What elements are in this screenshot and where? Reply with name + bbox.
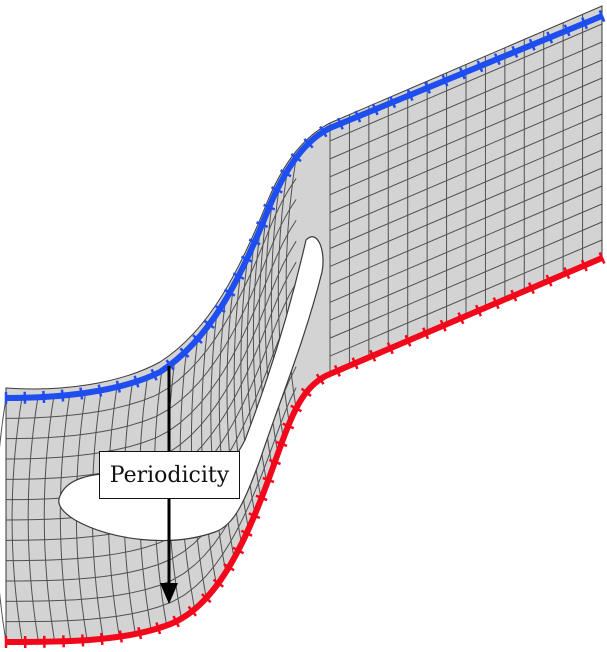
boundary-node-tick [275,440,288,448]
boundary-node-tick [459,67,466,80]
boundary-node-tick [172,615,180,628]
boundary-node-tick [354,110,362,123]
boundary-node-tick [580,259,588,272]
boundary-node-tick [598,251,606,265]
boundary-node-tick [232,546,245,555]
boundary-node-tick [212,578,224,588]
boundary-node-tick [60,389,65,402]
boundary-node-tick [371,103,379,116]
boundary-node-tick [493,53,501,66]
boundary-node-tick [351,357,359,370]
boundary-node-tick [240,255,253,263]
boundary-node-tick [528,38,536,51]
periodicity-label: Periodicity [109,462,230,488]
boundary-node-tick [492,297,500,310]
boundary-node-ticks [4,9,606,649]
boundary-node-tick [97,384,103,397]
boundary-node-tick [441,74,449,87]
boundary-node-tick [315,373,325,385]
boundary-node-tick [165,359,175,371]
boundary-node-tick [290,404,303,413]
boundary-node-tick [422,327,430,340]
boundary-node-tick [187,605,197,617]
boundary-node-tick [115,380,121,393]
boundary-node-tick [270,186,283,194]
boundary-node-tick [389,96,397,109]
boundary-node-tick [214,304,226,314]
boundary-node-tick [545,274,553,287]
periodicity-label-box: Periodicity [99,451,240,499]
boundary-node-tick [279,169,292,178]
boundary-node-tick [179,347,190,358]
boundary-node-tick [133,375,140,388]
boundary-node-tick [248,512,261,520]
boundary-node-tick [118,630,123,643]
boundary-node-tick [268,458,281,466]
boundary-node-tick [457,312,465,325]
boundary-node-tick [81,634,85,647]
boundary-node-tick [439,319,447,332]
boundary-node-tick [511,45,519,58]
mesh-grid-lines [0,6,603,643]
boundary-node-tick [223,288,236,297]
boundary-node-tick [333,364,341,377]
boundary-node-tick [240,529,253,537]
boundary-node-tick [581,17,588,30]
boundary-node-tick [255,494,268,502]
boundary-node-tick [263,203,276,211]
boundary-node-tick [404,334,412,347]
boundary-node-tick [386,342,394,355]
boundary-node-tick [232,272,245,280]
boundary-node-tick [546,31,554,44]
boundary-node-tick [99,632,104,645]
boundary-node-tick [262,476,275,484]
boundary-node-tick [424,81,432,94]
boundary-node-tick [563,267,571,280]
boundary-node-tick [290,152,302,163]
boundary-node-tick [527,282,535,295]
boundary-node-tick [256,221,269,229]
boundary-node-tick [475,304,483,317]
boundary-node-tick [203,319,215,329]
boundary-node-tick [282,422,295,430]
boundary-node-tick [192,334,203,345]
boundary-node-tick [42,390,46,404]
boundary-node-tick [510,289,518,302]
periodicity-arrow-head [160,583,178,604]
boundary-node-tick [406,88,414,102]
boundary-node-tick [155,622,162,635]
boundary-node-tick [201,593,212,604]
boundary-node-tick [476,60,484,73]
upper-periodic-boundary [5,13,604,401]
boundary-node-tick [137,626,143,640]
boundary-node-tick [598,9,606,23]
boundary-node-tick [319,125,328,138]
boundary-node-tick [303,138,314,149]
boundary-node-tick [223,563,235,572]
boundary-node-tick [563,24,571,37]
boundary-node-tick [150,368,158,381]
boundary-node-tick [248,238,261,246]
boundary-node-tick [300,387,312,397]
boundary-node-tick [336,117,344,130]
boundary-node-tick [369,349,377,362]
boundary-node-tick [79,387,84,400]
